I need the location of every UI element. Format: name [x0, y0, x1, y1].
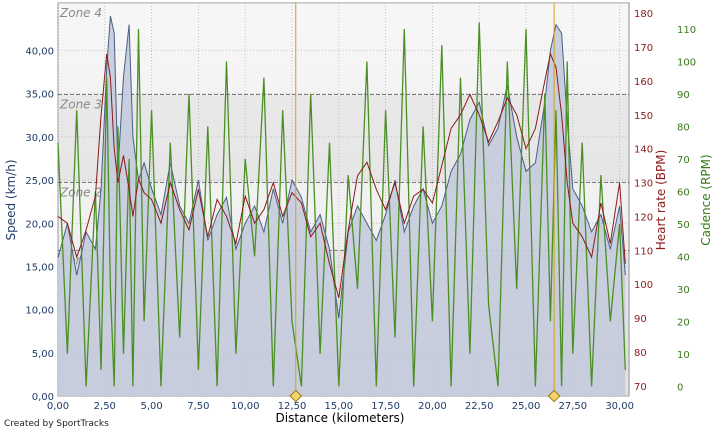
x-tick-label: 17,50: [371, 401, 400, 412]
x-tick-label: 25,00: [512, 401, 541, 412]
x-tick-label: 30,00: [605, 401, 634, 412]
cadence-axis-title: Cadence (RPM): [699, 154, 713, 245]
cadence-tick-label: 40: [677, 252, 690, 263]
x-tick-label: 2,50: [94, 401, 116, 412]
heart-rate-tick-label: 140: [634, 145, 653, 156]
zone-label: Zone 3: [59, 97, 102, 111]
heart-rate-tick-label: 180: [634, 9, 653, 20]
cadence-tick-label: 0: [677, 382, 683, 393]
heart-rate-tick-label: 100: [634, 280, 653, 291]
tick-labels: 0,00 2,50 5,00 7,50 10,00 12,50 15,00 17,50 20,0…: [25, 9, 696, 412]
cadence-series: [57, 22, 626, 387]
speed-tick-label: 40,00: [25, 47, 54, 58]
speed-tick-label: 0,00: [32, 392, 54, 403]
speed-tick-label: 10,00: [25, 306, 54, 317]
x-axis-title: Distance (kilometers): [276, 411, 405, 425]
cadence-tick-label: 10: [677, 350, 690, 361]
heart-rate-series: [57, 52, 626, 298]
cadence-line: [57, 22, 626, 387]
heart-rate-line: [57, 52, 626, 298]
x-tick-label: 22,50: [465, 401, 494, 412]
x-tick-label: 7,50: [187, 401, 209, 412]
speed-tick-label: 25,00: [25, 176, 54, 187]
x-tick-label: 12,50: [278, 401, 307, 412]
heart-rate-tick-label: 170: [634, 43, 653, 54]
speed-series: [57, 15, 626, 396]
heart-rate-tick-label: 90: [634, 314, 647, 325]
cadence-tick-label: 70: [677, 155, 690, 166]
marker-diamond-icon: [289, 389, 303, 403]
x-tick-label: 5,00: [140, 401, 162, 412]
x-tick-label: 15,00: [324, 401, 353, 412]
speed-axis-title: Speed (km/h): [4, 159, 18, 240]
heart-rate-tick-label: 110: [634, 246, 653, 257]
cadence-tick-label: 60: [677, 187, 690, 198]
marker-diamond-icon: [547, 389, 561, 403]
heart-rate-tick-label: 120: [634, 212, 653, 223]
speed-tick-label: 30,00: [25, 133, 54, 144]
zone-label: Zone 2: [59, 186, 102, 200]
markers: [289, 3, 561, 403]
cadence-tick-label: 110: [677, 25, 696, 36]
speed-tick-label: 15,00: [25, 262, 54, 273]
heart-rate-axis-title: Heart rate (BPM): [654, 150, 668, 251]
heart-rate-tick-label: 160: [634, 77, 653, 88]
heart-rate-tick-label: 80: [634, 348, 647, 359]
x-tick-label: 0,00: [47, 401, 69, 412]
speed-line: [57, 15, 626, 319]
heart-rate-tick-label: 130: [634, 179, 653, 190]
x-tick-label: 27,50: [559, 401, 588, 412]
zone-label: Zone 4: [59, 6, 102, 20]
cadence-tick-label: 50: [677, 220, 690, 231]
speed-tick-label: 5,00: [32, 349, 54, 360]
heart-rate-tick-label: 150: [634, 111, 653, 122]
speed-area: [58, 16, 626, 396]
credit-text: Created by SportTracks: [4, 419, 109, 429]
cadence-tick-label: 100: [677, 57, 696, 68]
x-tick-label: 10,00: [231, 401, 260, 412]
speed-tick-label: 20,00: [25, 219, 54, 230]
cadence-tick-label: 80: [677, 122, 690, 133]
heart-rate-tick-label: 70: [634, 382, 647, 393]
cadence-tick-label: 30: [677, 285, 690, 296]
speed-tick-label: 35,00: [25, 90, 54, 101]
zone-band: [59, 3, 628, 95]
x-tick-label: 20,00: [418, 401, 447, 412]
cadence-tick-label: 20: [677, 317, 690, 328]
cadence-tick-label: 90: [677, 90, 690, 101]
